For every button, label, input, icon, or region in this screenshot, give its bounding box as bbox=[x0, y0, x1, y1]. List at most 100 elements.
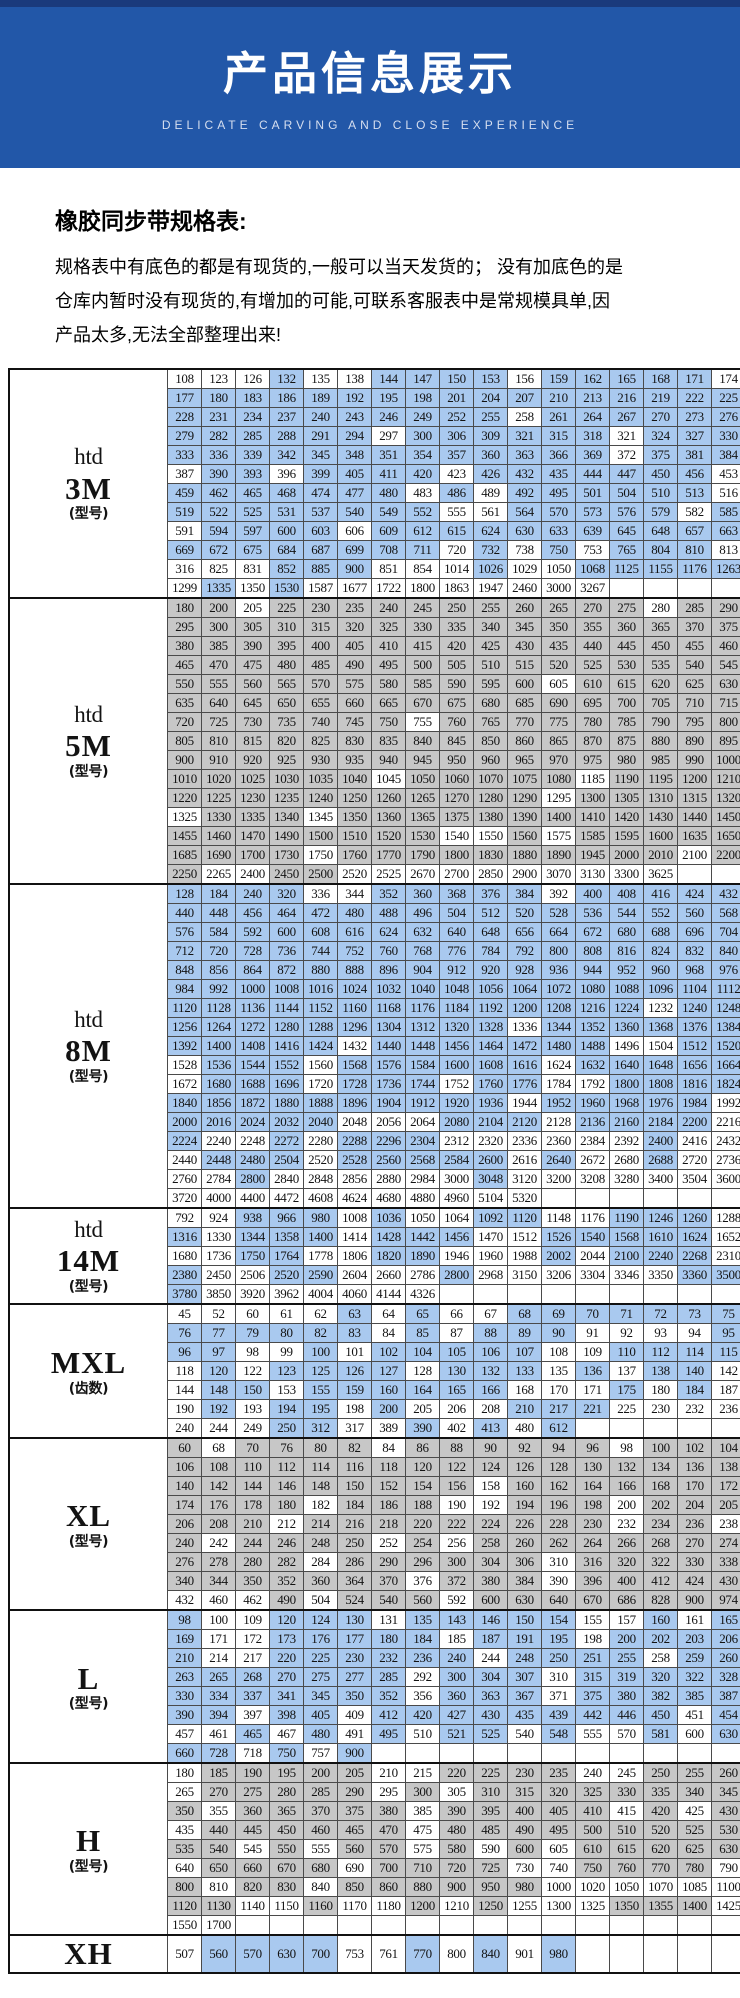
spec-cell: 1300 bbox=[541, 1896, 576, 1916]
spec-cell bbox=[643, 1284, 678, 1305]
spec-cell: 146 bbox=[473, 1609, 508, 1630]
spec-cell: 710 bbox=[677, 693, 712, 713]
spec-cell: 290 bbox=[337, 1782, 372, 1802]
spec-cell: 1790 bbox=[405, 845, 440, 865]
spec-cell: 1368 bbox=[643, 1017, 678, 1037]
spec-cell: 236 bbox=[677, 1514, 712, 1534]
spec-cell: 1068 bbox=[575, 559, 610, 579]
spec-cell: 246 bbox=[371, 407, 406, 427]
spec-cell: 400 bbox=[303, 636, 338, 656]
spec-cell: 1770 bbox=[371, 845, 406, 865]
spec-cell: 110 bbox=[235, 1457, 270, 1477]
spec-cell: 280 bbox=[235, 1552, 270, 1572]
spec-cell: 660 bbox=[235, 1858, 270, 1878]
spec-cell: 213 bbox=[575, 388, 610, 408]
spec-cell: 396 bbox=[269, 464, 304, 484]
spec-cell: 600 bbox=[269, 922, 304, 942]
spec-cell: 198 bbox=[405, 388, 440, 408]
spec-cell: 380 bbox=[167, 636, 202, 656]
spec-cell: 462 bbox=[201, 483, 236, 503]
spec-row: htd 8M (型号) 128 184 240 320 336 344 352 360 368 376 3… bbox=[8, 883, 740, 1209]
spec-cell: 248 bbox=[303, 1533, 338, 1553]
spec-cell: 246 bbox=[269, 1533, 304, 1553]
spec-cell: 200 bbox=[201, 597, 236, 618]
spec-cell: 144 bbox=[235, 1476, 270, 1496]
spec-cell: 115 bbox=[711, 1342, 740, 1362]
spec-cell: 214 bbox=[201, 1648, 236, 1668]
spec-row: htd 5M (型号) 180 200 205 225 230 235 240 245 250 255 2… bbox=[8, 597, 740, 885]
spec-cell: 384 bbox=[711, 445, 740, 465]
spec-cell: 3267 bbox=[575, 578, 610, 599]
spec-cell: 795 bbox=[677, 712, 712, 732]
spec-cell: 579 bbox=[643, 502, 678, 522]
spec-cell: 230 bbox=[575, 1514, 610, 1534]
spec-cell: 385 bbox=[405, 1801, 440, 1821]
spec-row: 174 176 178 180 182 184 186 188 190 192 194 196 198 2… bbox=[9, 1495, 740, 1515]
spec-cell: 153 bbox=[269, 1380, 304, 1400]
spec-cell: 1240 bbox=[677, 998, 712, 1018]
spec-cell: 540 bbox=[371, 1590, 406, 1611]
spec-cell: 640 bbox=[167, 1858, 202, 1878]
spec-cell: 1246 bbox=[643, 1207, 678, 1228]
spec-cell: 277 bbox=[337, 1667, 372, 1687]
spec-cell: 800 bbox=[541, 941, 576, 961]
section-label-text: XL bbox=[65, 1498, 112, 1534]
spec-row: 1840 1856 1872 1880 1888 1896 1904 1912 1920 1936… bbox=[9, 1093, 740, 1113]
spec-cell: 810 bbox=[201, 731, 236, 751]
spec-cell: 162 bbox=[541, 1476, 576, 1496]
section-label-text: 14M bbox=[56, 1243, 121, 1279]
spec-cell: 2100 bbox=[677, 845, 712, 865]
spec-cell: 1185 bbox=[575, 769, 610, 789]
spec-cell: 1250 bbox=[337, 788, 372, 808]
spec-cell: 344 bbox=[337, 883, 372, 904]
spec-cell: 1624 bbox=[541, 1055, 576, 1075]
spec-cell: 440 bbox=[201, 1820, 236, 1840]
spec-cell: 2784 bbox=[201, 1169, 236, 1189]
spec-cell: 285 bbox=[235, 426, 270, 446]
spec-cell: 284 bbox=[303, 1552, 338, 1572]
spec-cell: 336 bbox=[303, 883, 338, 904]
spec-cell: 2400 bbox=[235, 864, 270, 885]
spec-cell: 530 bbox=[609, 655, 644, 675]
spec-cell: 708 bbox=[371, 540, 406, 560]
spec-cell: 334 bbox=[201, 1686, 236, 1706]
spec-cell: 1295 bbox=[541, 788, 576, 808]
spec-cell: 1080 bbox=[541, 769, 576, 789]
spec-cell: 170 bbox=[677, 1476, 712, 1496]
spec-cell: 1600 bbox=[439, 1055, 474, 1075]
spec-cell: 1296 bbox=[337, 1017, 372, 1037]
spec-cell: 612 bbox=[405, 521, 440, 541]
spec-cell: 270 bbox=[677, 1533, 712, 1553]
section-label-text: (型号) bbox=[68, 1278, 109, 1295]
spec-cell: 267 bbox=[609, 407, 644, 427]
spec-cell: 295 bbox=[167, 617, 202, 637]
spec-cell: 545 bbox=[235, 1839, 270, 1859]
spec-cell: 350 bbox=[337, 1686, 372, 1706]
spec-cell: 309 bbox=[473, 426, 508, 446]
spec-cell: 684 bbox=[269, 540, 304, 560]
spec-cell: 225 bbox=[473, 1762, 508, 1783]
spec-cell: 570 bbox=[541, 502, 576, 522]
spec-cell: 177 bbox=[337, 1629, 372, 1649]
section-label-text: (型号) bbox=[68, 1696, 109, 1713]
spec-cell: 1120 bbox=[507, 1207, 542, 1228]
spec-cell: 195 bbox=[541, 1629, 576, 1649]
spec-cell: 270 bbox=[269, 1667, 304, 1687]
spec-cell: 2760 bbox=[167, 1169, 202, 1189]
spec-cell: 150 bbox=[235, 1380, 270, 1400]
spec-cell: 87 bbox=[439, 1323, 474, 1343]
spec-cell: 1512 bbox=[677, 1036, 712, 1056]
spec-cell: 1264 bbox=[201, 1017, 236, 1037]
spec-cell: 504 bbox=[439, 903, 474, 923]
spec-cell bbox=[677, 864, 712, 885]
spec-cell: 320 bbox=[643, 1667, 678, 1687]
spec-cell: 73 bbox=[677, 1303, 712, 1324]
spec-cell: 208 bbox=[473, 1399, 508, 1419]
spec-cell: 282 bbox=[201, 426, 236, 446]
spec-cell: 4326 bbox=[405, 1284, 440, 1305]
spec-cell: 1060 bbox=[439, 769, 474, 789]
spec-cell: 370 bbox=[677, 617, 712, 637]
spec-cell: 980 bbox=[609, 750, 644, 770]
spec-cell: 600 bbox=[507, 1839, 542, 1859]
spec-cell: 1176 bbox=[405, 998, 440, 1018]
